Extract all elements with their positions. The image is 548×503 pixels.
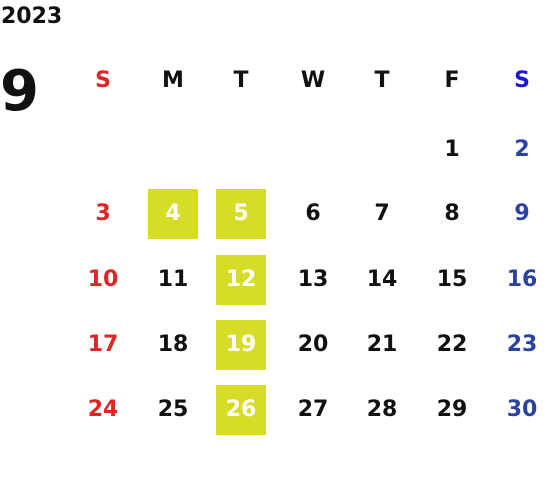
day-cell[interactable]: 20 [297, 332, 329, 357]
day-cell[interactable]: 24 [87, 397, 119, 422]
empty-day-cell [288, 125, 338, 175]
weekday-header-wed: W [300, 68, 326, 93]
day-cell[interactable]: 30 [506, 397, 538, 422]
day-cell[interactable]: 21 [366, 332, 398, 357]
highlighted-day-cell[interactable]: 4 [148, 189, 198, 239]
day-cell[interactable]: 1 [444, 137, 460, 162]
weekday-header-tue: T [233, 68, 249, 93]
highlighted-day-cell[interactable]: 5 [216, 189, 266, 239]
weekday-header-thu: T [374, 68, 390, 93]
day-cell[interactable]: 16 [506, 267, 538, 292]
empty-day-cell [78, 125, 128, 175]
empty-day-cell [357, 125, 407, 175]
day-cell[interactable]: 25 [157, 397, 189, 422]
day-cell[interactable]: 11 [157, 267, 189, 292]
day-cell[interactable]: 7 [374, 201, 390, 226]
month-label: 9 [0, 59, 39, 124]
weekday-header-fri: F [444, 68, 460, 93]
day-cell[interactable]: 2 [514, 137, 530, 162]
year-label: 2023 [1, 4, 63, 29]
day-cell[interactable]: 15 [436, 267, 468, 292]
highlighted-day-cell[interactable]: 26 [216, 385, 266, 435]
day-cell[interactable]: 22 [436, 332, 468, 357]
day-cell[interactable]: 18 [157, 332, 189, 357]
weekday-header-sun: S [95, 68, 111, 93]
day-cell[interactable]: 14 [366, 267, 398, 292]
day-cell[interactable]: 23 [506, 332, 538, 357]
day-cell[interactable]: 3 [95, 201, 111, 226]
day-cell[interactable]: 17 [87, 332, 119, 357]
highlighted-day-cell[interactable]: 19 [216, 320, 266, 370]
day-cell[interactable]: 8 [444, 201, 460, 226]
weekday-header-mon: M [162, 68, 184, 93]
highlighted-day-cell[interactable]: 12 [216, 255, 266, 305]
empty-day-cell [216, 125, 266, 175]
day-cell[interactable]: 10 [87, 267, 119, 292]
day-cell[interactable]: 6 [305, 201, 321, 226]
day-cell[interactable]: 28 [366, 397, 398, 422]
day-cell[interactable]: 13 [297, 267, 329, 292]
weekday-header-sat: S [514, 68, 530, 93]
day-cell[interactable]: 27 [297, 397, 329, 422]
day-cell[interactable]: 9 [514, 201, 530, 226]
day-cell[interactable]: 29 [436, 397, 468, 422]
empty-day-cell [148, 125, 198, 175]
